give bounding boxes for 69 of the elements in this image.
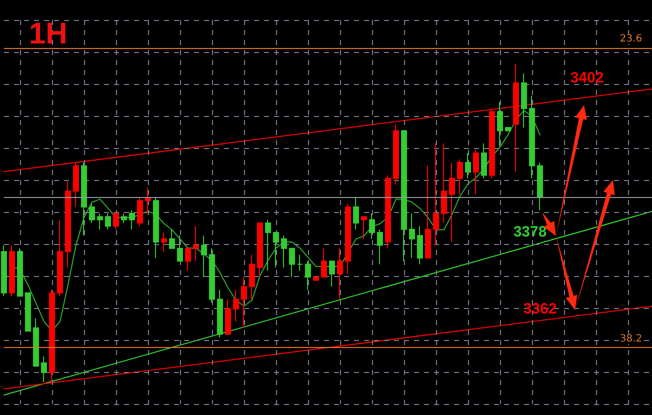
candlestick [9, 244, 15, 297]
candlestick [65, 181, 71, 268]
candlestick [1, 244, 7, 297]
candlestick [89, 203, 95, 224]
annotation: 38.2 [620, 334, 642, 344]
annotation: 3378 [513, 224, 547, 240]
candlestick [81, 162, 87, 236]
candlestick [449, 162, 455, 243]
candlestick [345, 203, 351, 274]
candlestick [409, 212, 415, 258]
candlestick [161, 232, 167, 252]
candlestick [241, 276, 247, 328]
candlestick [377, 228, 383, 265]
candlestick [417, 226, 423, 265]
candlestick [297, 254, 303, 272]
candlestick [57, 219, 63, 297]
candlestick [193, 226, 199, 262]
candlestick [505, 127, 511, 132]
candlestick [209, 248, 215, 303]
candlestick [129, 210, 135, 230]
candlestick [425, 165, 431, 258]
candlestick [537, 162, 543, 211]
candlestick [113, 212, 119, 230]
candlestick [353, 197, 359, 230]
candlestick [305, 260, 311, 290]
candlestick [153, 197, 159, 258]
candlestick [17, 248, 23, 297]
candlestick [137, 197, 143, 227]
candlestick [25, 292, 31, 332]
candlestick [329, 260, 335, 288]
candlestick [97, 212, 103, 230]
candlestick [265, 219, 271, 272]
candlestick [473, 149, 479, 195]
candlestick [281, 235, 287, 268]
candlestick [385, 174, 391, 249]
candlestick [521, 72, 527, 128]
candlestick [457, 158, 463, 195]
candlestick [185, 248, 191, 272]
annotation: 3362 [523, 300, 557, 318]
candlestick [313, 276, 319, 281]
candlestick [273, 232, 279, 268]
candlestick [105, 212, 111, 230]
candlestick [529, 95, 535, 179]
candlestick [433, 142, 439, 246]
candlestick [497, 102, 503, 148]
candlestick [369, 212, 375, 240]
candlestick [481, 142, 487, 179]
text: 23.6 [620, 34, 642, 44]
text: 3402 [570, 70, 604, 86]
chart-title: 1H [29, 18, 68, 50]
candlestick [321, 248, 327, 278]
candlestick [225, 298, 231, 335]
candlestick [217, 289, 223, 338]
candlestick [257, 222, 263, 278]
candlestick [249, 254, 255, 300]
candlestick [233, 289, 239, 322]
candlestick [169, 228, 175, 249]
candlestick [33, 318, 39, 367]
candlestick [361, 216, 367, 240]
candlestick [337, 248, 343, 300]
candlestick [145, 187, 151, 214]
candlestick [201, 235, 207, 278]
candlestick [121, 212, 127, 224]
candlestick [289, 248, 295, 278]
candlestick [41, 356, 47, 382]
candlestick [177, 235, 183, 262]
candlestick [441, 142, 447, 224]
candlestick [393, 124, 399, 186]
candlestick [465, 152, 471, 179]
